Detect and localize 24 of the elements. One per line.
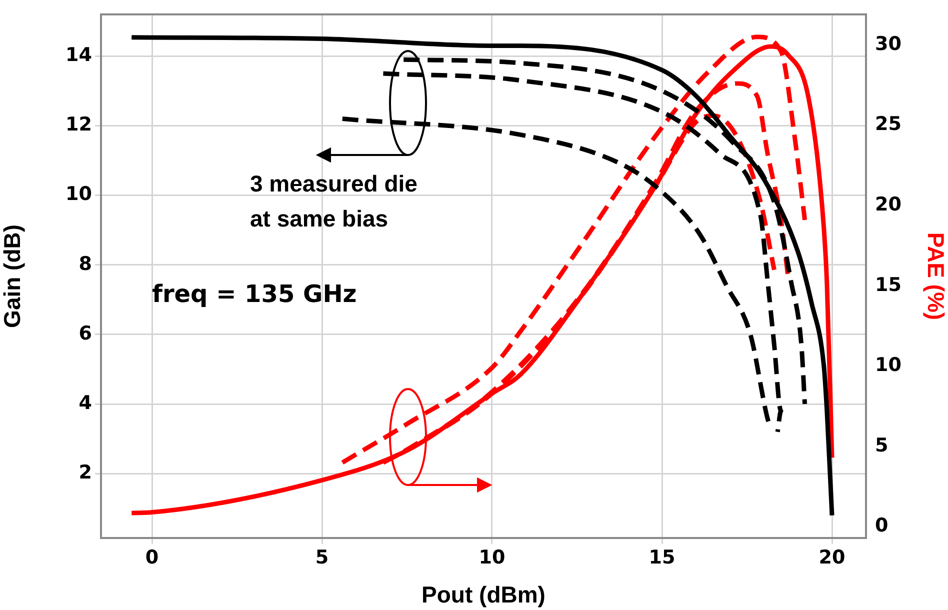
y2-tick-label: 15 bbox=[875, 274, 902, 296]
y-tick-label: 12 bbox=[66, 114, 92, 136]
y2-axis-title: PAE (%) bbox=[922, 232, 948, 320]
y2-tick-label: 0 bbox=[875, 514, 888, 537]
y-tick-label: 6 bbox=[78, 322, 92, 344]
y-tick-label: 8 bbox=[78, 252, 92, 275]
x-tick-label: 5 bbox=[315, 546, 329, 568]
x-tick-label: 0 bbox=[145, 546, 159, 568]
x-tick-label: 15 bbox=[648, 546, 676, 568]
y2-tick-label: 25 bbox=[875, 113, 902, 136]
y-axis-title: Gain (dB) bbox=[0, 224, 26, 328]
annotation: freq = 135 GHz bbox=[152, 280, 357, 308]
x-axis-title: Pout (dBm) bbox=[422, 582, 546, 608]
y-tick-label: 10 bbox=[66, 183, 92, 206]
y-tick-label: 14 bbox=[66, 44, 92, 66]
x-tick-label: 10 bbox=[478, 546, 506, 568]
y2-tick-label: 10 bbox=[875, 354, 902, 376]
y2-tick-label: 20 bbox=[875, 193, 902, 216]
y2-tick-label: 30 bbox=[875, 32, 902, 55]
y2-tick-label: 5 bbox=[875, 434, 888, 456]
y-tick-label: 2 bbox=[78, 462, 92, 484]
annotation: 3 measured die at same bias bbox=[250, 170, 418, 232]
x-tick-label: 20 bbox=[818, 546, 846, 568]
y-tick-label: 4 bbox=[78, 392, 92, 414]
